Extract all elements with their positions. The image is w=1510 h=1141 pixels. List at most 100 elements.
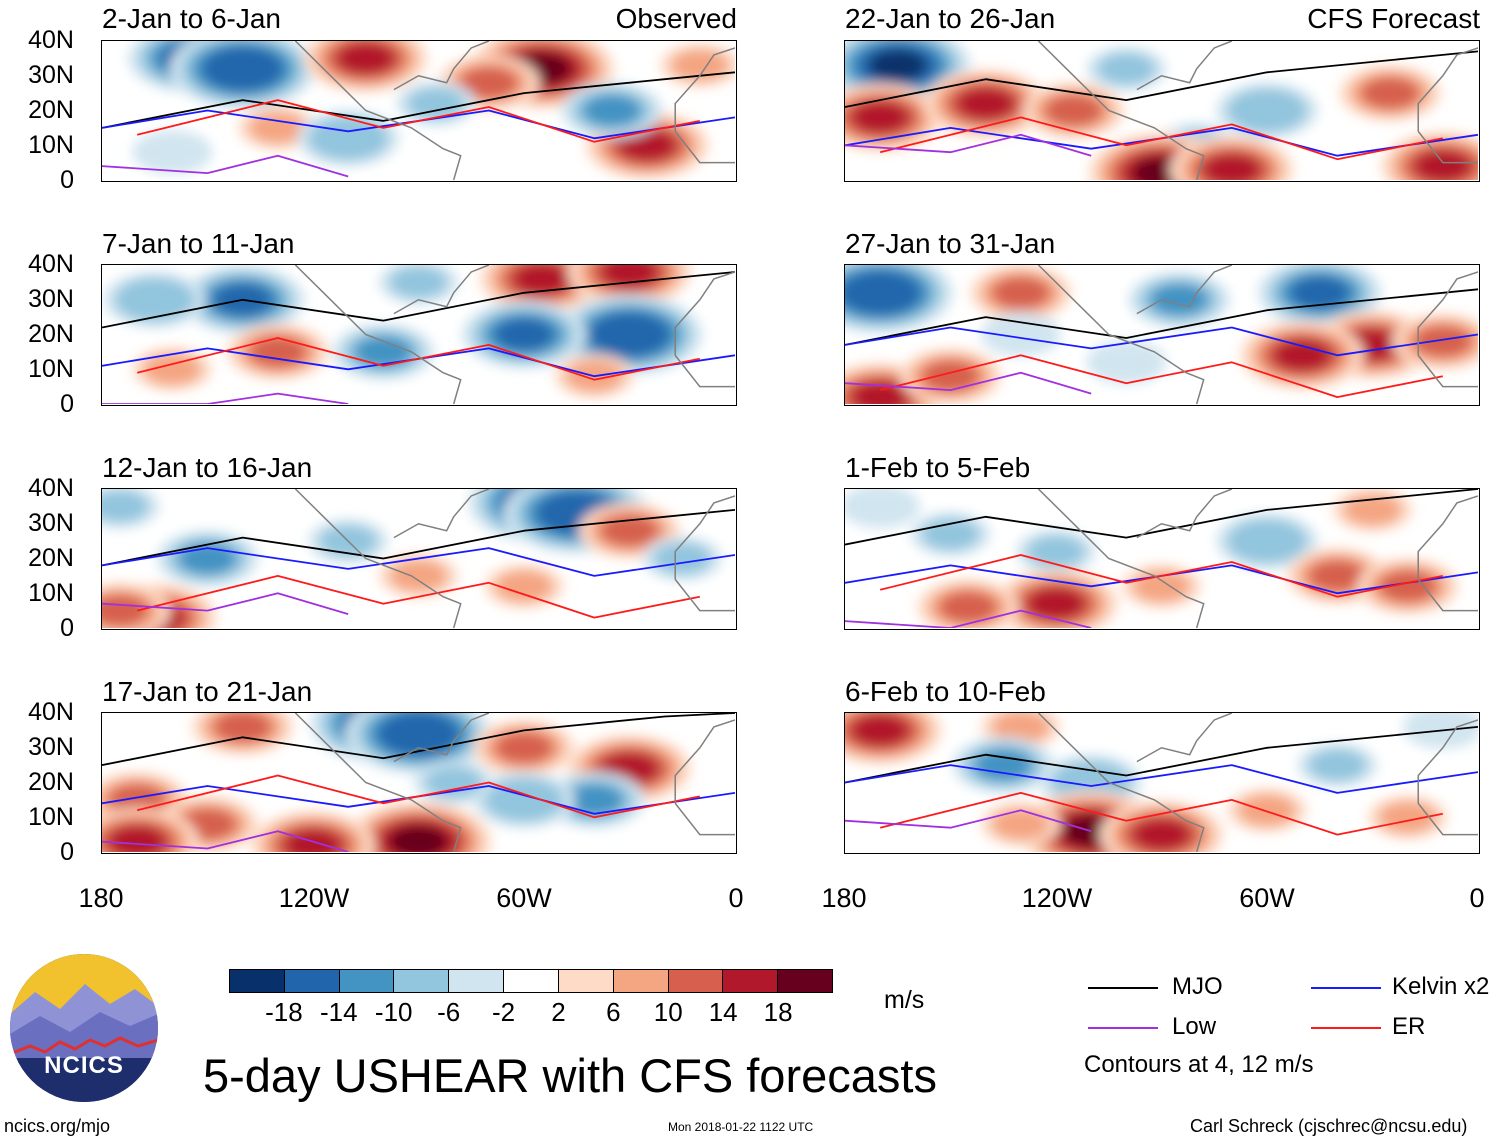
legend-label-kelvin: Kelvin x2 — [1392, 973, 1490, 1000]
shear-cell — [248, 111, 307, 144]
y-tick-label: 0 — [60, 614, 74, 642]
shear-cell — [1378, 570, 1437, 603]
coastline — [294, 41, 735, 180]
y-tick-label: 0 — [60, 166, 74, 194]
y-tick-label: 30N — [28, 733, 74, 761]
shear-cell — [565, 783, 624, 816]
shear-cell — [102, 594, 149, 627]
shear-cell — [1413, 325, 1472, 358]
panel-title: 27-Jan to 31-Jan — [845, 228, 1056, 259]
colorbar-tick-label: -2 — [491, 997, 516, 1027]
shear-cell — [991, 713, 1050, 743]
shear-cell — [618, 129, 677, 162]
x-tick-label: 180 — [78, 883, 124, 913]
colorbar-tick-label: 14 — [708, 997, 738, 1027]
shear-cell — [1202, 153, 1261, 180]
y-tick-label: 30N — [28, 61, 74, 89]
shear-cell — [1361, 77, 1420, 110]
contour-line — [102, 713, 735, 766]
shear-cell — [424, 766, 483, 799]
shear-cell — [956, 87, 1015, 120]
shear-cell — [143, 136, 202, 169]
panel-title: 6-Feb to 10-Feb — [845, 676, 1046, 707]
shear-cell — [1062, 766, 1121, 799]
coastline — [1037, 489, 1478, 628]
panel-source-tag: Observed — [615, 3, 737, 34]
colorbar-tick-label: 6 — [606, 997, 621, 1027]
shear-cell — [600, 514, 659, 547]
shear-cell — [389, 717, 448, 750]
panel-source-tag: CFS Forecast — [1307, 3, 1480, 34]
shear-cell — [991, 276, 1050, 309]
panel-title: 12-Jan to 16-Jan — [102, 452, 313, 483]
x-tick-label: 60W — [1239, 883, 1295, 913]
coastline — [294, 489, 735, 628]
map-plot — [844, 40, 1480, 182]
y-tick-label: 40N — [28, 250, 74, 278]
y-tick-label: 30N — [28, 509, 74, 537]
footer-timestamp: Mon 2018-01-22 1122 UTC — [668, 1120, 814, 1134]
y-tick-label: 0 — [60, 838, 74, 866]
shear-field-p8 — [845, 713, 1478, 852]
y-tick-label: 10N — [28, 131, 74, 159]
shear-cell — [1097, 346, 1156, 379]
legend-line-low — [1088, 1027, 1158, 1029]
shear-cell — [512, 265, 571, 295]
panel-title: 22-Jan to 26-Jan — [845, 3, 1056, 34]
colorbar-tick-label: -10 — [374, 997, 413, 1027]
shear-cell — [336, 42, 395, 75]
y-tick-label: 40N — [28, 474, 74, 502]
contour-line — [102, 154, 349, 178]
panel-title: 7-Jan to 11-Jan — [102, 228, 295, 259]
contour-line — [845, 288, 1478, 346]
shear-cell — [600, 318, 659, 351]
panel-title: 17-Jan to 21-Jan — [102, 676, 313, 707]
map-plot — [844, 712, 1480, 854]
contour-note: Contours at 4, 12 m/s — [1084, 1051, 1314, 1078]
shear-cell — [495, 570, 553, 603]
shear-cell — [108, 783, 167, 816]
shear-cell — [1343, 493, 1402, 526]
shear-cell — [125, 283, 184, 316]
chart-title: 5-day USHEAR with CFS forecasts — [203, 1049, 937, 1102]
map-plot — [844, 488, 1480, 630]
shear-field-p1 — [102, 41, 735, 180]
y-tick-label: 40N — [28, 698, 74, 726]
shear-cell — [1413, 713, 1472, 743]
coastline — [294, 265, 735, 404]
shear-cell — [495, 731, 553, 764]
y-tick-label: 0 — [60, 390, 74, 418]
map-plot — [101, 712, 737, 854]
y-tick-label: 30N — [28, 285, 74, 313]
contour-line — [879, 792, 1443, 836]
contour-line — [102, 392, 349, 404]
panel-title: 2-Jan to 6-Jan — [102, 3, 281, 34]
footer-url[interactable]: ncics.org/mjo — [4, 1116, 111, 1136]
map-plot — [101, 40, 737, 182]
colorbar-swatch — [339, 970, 395, 992]
colorbar-tick-label: -18 — [265, 997, 303, 1027]
contour-line — [136, 774, 700, 819]
legend-label-low: Low — [1172, 1013, 1217, 1040]
shear-cell — [868, 49, 927, 82]
contour-line — [845, 133, 1092, 157]
y-tick-label: 10N — [28, 355, 74, 383]
colorbar-swatch — [449, 970, 505, 992]
coastline — [1037, 41, 1478, 180]
map-plot — [844, 264, 1480, 406]
shear-cell — [1290, 276, 1349, 309]
map-plot — [101, 488, 737, 630]
contour-line — [136, 337, 700, 381]
colorbar-swatch — [558, 970, 614, 992]
logo-text: NCICS — [44, 1052, 124, 1079]
shear-cell — [495, 318, 553, 351]
shear-field-p4 — [102, 713, 735, 852]
legend-line-er — [1311, 1027, 1381, 1029]
colorbar-swatch — [613, 970, 669, 992]
coastline — [294, 713, 735, 852]
contour-line — [879, 554, 1443, 598]
colorbar-swatch — [394, 970, 450, 992]
contour-line — [879, 354, 1443, 398]
shear-cell — [1273, 339, 1332, 372]
contour-line — [845, 50, 1478, 108]
